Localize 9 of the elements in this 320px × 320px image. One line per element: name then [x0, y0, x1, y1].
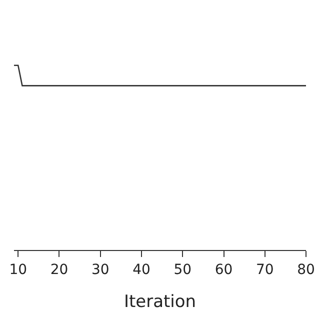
x-axis-title: Iteration	[124, 292, 196, 312]
x-tick-label: 10	[9, 262, 28, 278]
x-tick-label: 50	[174, 262, 192, 278]
x-tick-label: 70	[256, 262, 274, 278]
x-tick-label: 30	[91, 262, 110, 278]
x-tick-label: 20	[50, 262, 68, 278]
x-tick-label: 60	[214, 262, 233, 278]
x-tick-label: 40	[132, 262, 150, 278]
x-tick-label: 80	[297, 262, 315, 278]
